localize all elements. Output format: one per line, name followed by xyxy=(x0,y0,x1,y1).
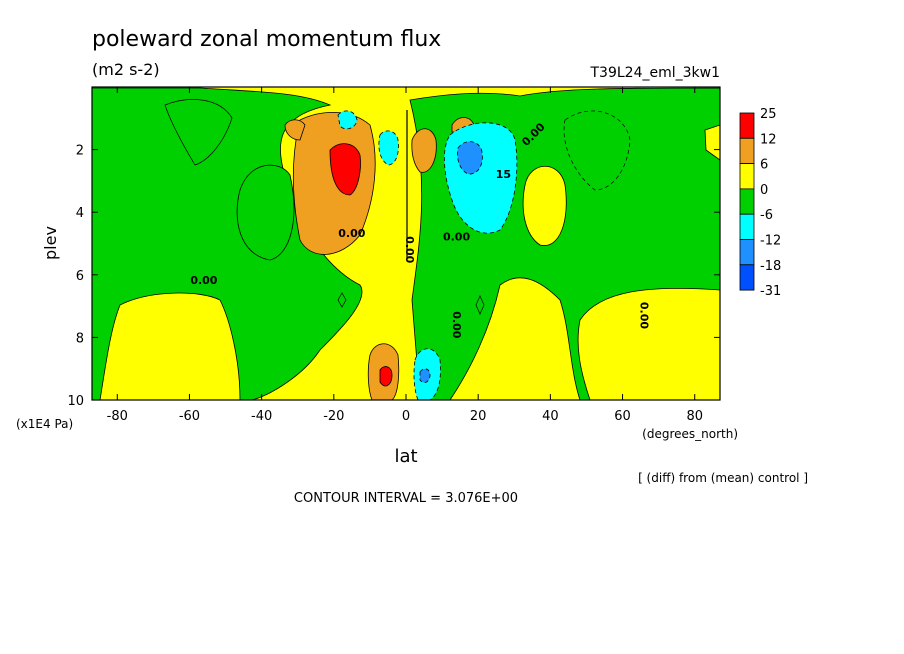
legend-label: -31 xyxy=(760,284,781,299)
legend-label: 0 xyxy=(760,183,768,198)
x-axis-label: lat xyxy=(394,446,417,467)
x-tick-label: 20 xyxy=(470,409,487,424)
contour-label: 15 xyxy=(496,168,511,181)
contour-line-rhombus-north xyxy=(475,295,485,315)
chart-subtitle: (m2 s-2) xyxy=(92,60,160,79)
x-tick-label: -40 xyxy=(251,409,272,424)
contour-label: 0.00 xyxy=(443,230,470,243)
x-tick-label: -60 xyxy=(179,409,200,424)
legend-swatch xyxy=(739,112,755,139)
field-strong-positive-south xyxy=(329,143,361,196)
x-tick-label: -80 xyxy=(107,409,128,424)
legend-label: 6 xyxy=(760,158,768,173)
x-tick-label: 60 xyxy=(614,409,631,424)
y-axis: 2 4 6 8 10 xyxy=(67,144,720,409)
contour-line-rhombus-south xyxy=(337,292,347,308)
colorbar-legend: 25 12 6 0 -6 -12 -18 -31 xyxy=(739,107,781,299)
legend-swatch xyxy=(739,264,755,291)
legend-swatch xyxy=(739,213,755,240)
x-tick-label: -20 xyxy=(323,409,344,424)
legend-label: 12 xyxy=(760,132,777,147)
x-tick-label: 80 xyxy=(686,409,703,424)
plot-area xyxy=(92,87,720,400)
contour-line-north-polar xyxy=(563,110,631,191)
y-tick-label: 6 xyxy=(76,269,84,284)
x-tick-label: 40 xyxy=(542,409,559,424)
field-negative-region-mid xyxy=(236,164,295,261)
legend-swatch xyxy=(739,239,755,266)
experiment-label: T39L24_eml_3kw1 xyxy=(590,65,721,81)
legend-label: -12 xyxy=(760,234,781,249)
legend-swatch xyxy=(739,137,755,165)
field-moderate-positive-top xyxy=(284,119,306,141)
legend-swatch xyxy=(739,188,755,215)
contour-label: 0.00 xyxy=(450,311,463,338)
field-strong-negative-north xyxy=(457,141,483,175)
legend-label: 25 xyxy=(760,107,777,122)
contour-label: 0.00 xyxy=(338,227,365,240)
field-negative-region-south xyxy=(92,87,363,400)
y-tick-label: 10 xyxy=(67,394,84,409)
contour-label: 0.00 xyxy=(190,274,217,287)
field-moderate-positive-north xyxy=(411,128,437,173)
contour-label: 0.00 xyxy=(403,236,416,263)
field-strong-negative-low xyxy=(419,368,431,383)
contour-interval: CONTOUR INTERVAL = 3.076E+00 xyxy=(294,491,518,506)
x-tick-label: 0 xyxy=(402,409,410,424)
field-moderate-negative-upper xyxy=(378,130,399,166)
y-axis-label: plev xyxy=(41,226,60,260)
x-axis: -80 -60 -40 -20 0 20 40 60 80 xyxy=(107,87,703,424)
field-moderate-negative-top xyxy=(337,110,358,130)
field-positive-patch-east xyxy=(704,124,720,161)
diff-note: [ (diff) from (mean) control ] xyxy=(638,471,808,485)
chart-title: poleward zonal momentum flux xyxy=(92,27,441,52)
field-strong-positive-low xyxy=(379,366,393,387)
y-axis-units: (x1E4 Pa) xyxy=(16,417,73,431)
y-tick-label: 4 xyxy=(76,206,84,221)
contour-line-south-polar xyxy=(164,99,233,166)
x-axis-units: (degrees_north) xyxy=(642,427,738,441)
legend-label: -6 xyxy=(760,208,773,223)
legend-label: -18 xyxy=(760,259,781,274)
contour-label: 0.00 xyxy=(638,302,651,329)
y-tick-label: 2 xyxy=(76,144,84,159)
field-positive-island-north xyxy=(522,166,567,246)
legend-swatch xyxy=(739,163,755,190)
y-tick-label: 8 xyxy=(76,331,84,346)
